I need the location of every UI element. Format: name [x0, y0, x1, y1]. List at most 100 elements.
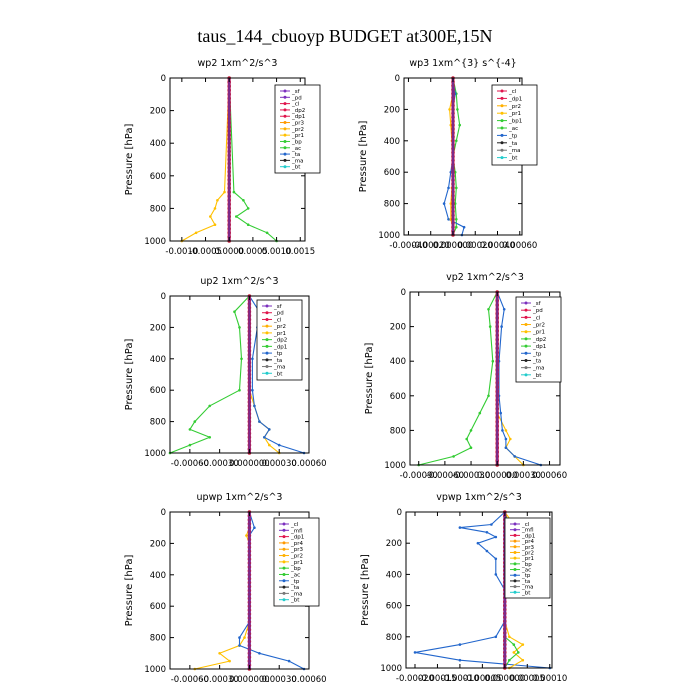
- panel-3: up2 1xm^2/s^3 Pressure [hPa] 0 200 400 600 800…: [124, 276, 327, 469]
- legend-label: _ta: [532, 358, 541, 364]
- y-tick-label: 200: [150, 323, 166, 333]
- y-tick-label: 200: [150, 539, 166, 549]
- legend-marker: [500, 148, 504, 152]
- y-axis-label: Pressure [hPa]: [358, 121, 369, 193]
- x-tick-label: 0.000000: [433, 241, 474, 251]
- y-tick-label: 800: [386, 633, 402, 643]
- legend-marker: [524, 330, 528, 334]
- y-tick-label: 600: [150, 172, 166, 182]
- series-tp-point: [490, 523, 493, 526]
- legend-marker: [283, 89, 287, 93]
- series-tp-point: [458, 658, 462, 662]
- x-tick-label: 0.00030: [262, 459, 297, 469]
- legend-marker: [524, 315, 528, 319]
- x-tick-label: -0.00060: [171, 459, 209, 469]
- legend-marker: [283, 158, 287, 162]
- legend-marker: [524, 351, 528, 355]
- series-tp-point: [413, 651, 417, 654]
- x-tick-label: 0.00030: [262, 675, 297, 685]
- legend-label: _pr3: [521, 545, 535, 551]
- legend-label: _cl: [521, 522, 530, 528]
- series-ac-point: [455, 218, 458, 221]
- legend-marker: [500, 141, 504, 145]
- figure-title: taus_144_cbuoyp BUDGET at300E,15N: [197, 26, 492, 46]
- y-tick-label: 400: [150, 139, 166, 149]
- x-tick-label: -0.00060: [171, 675, 209, 685]
- y-tick-label: 600: [150, 386, 166, 396]
- y-tick-label: 0: [397, 508, 402, 518]
- legend-label: _ac: [290, 572, 300, 578]
- x-tick-label: -0.00020: [412, 241, 450, 251]
- series-ac-point: [508, 658, 511, 662]
- series-tp-point: [462, 225, 466, 229]
- y-axis-label: Pressure [hPa]: [124, 555, 135, 627]
- y-tick-label: 400: [384, 137, 400, 147]
- legend-marker: [265, 344, 269, 348]
- y-tick-label: 600: [386, 602, 402, 612]
- legend-label: _bp1: [508, 119, 522, 125]
- panel-title: wp3 1xm^{3} s^{-4}: [409, 58, 516, 69]
- series-tp-point: [485, 531, 489, 534]
- series-tp-point: [494, 535, 498, 539]
- series-pr1-point: [243, 636, 246, 639]
- series-tp-line: [238, 511, 305, 670]
- y-tick-label: 600: [150, 602, 166, 612]
- legend-marker: [500, 104, 504, 108]
- plot-frame: [405, 511, 553, 669]
- legend-marker: [500, 126, 504, 130]
- panel-title: vpwp 1xm^2/s^3: [436, 492, 522, 503]
- x-tick-label: 0.000000: [477, 471, 518, 481]
- series-tp-point: [504, 437, 508, 441]
- legend-marker: [513, 550, 517, 554]
- panel-6: vpwp 1xm^2/s^3 Pressure [hPa] 0 200 400 600 80…: [360, 492, 567, 684]
- y-tick-label: 1000: [384, 461, 406, 471]
- legend-label: _ac: [291, 146, 301, 152]
- legend-label: _ta: [508, 141, 517, 147]
- series-tp-point: [287, 659, 291, 663]
- legend-label: _mfl: [290, 528, 303, 534]
- series-tp-point: [442, 202, 446, 205]
- legend: _cl_mfl_dp1_pr4_pr3_pr2_pr1_bp_ac_tp_ta_…: [504, 517, 551, 599]
- legend: _cl_dp1 _pr2_pr1 _bp1_ac_tp _ta_ma _bt: [491, 84, 538, 166]
- series-dp1-point: [240, 357, 243, 361]
- series-pr1-point: [213, 223, 217, 226]
- y-tick-label: 1000: [144, 237, 166, 247]
- legend-label: _ta: [273, 358, 282, 364]
- legend-label: _ta: [291, 152, 300, 158]
- series-dp1-point: [208, 436, 211, 439]
- legend-label: _dp1: [290, 535, 304, 541]
- legend-label: _tp: [290, 579, 300, 585]
- legend-marker: [282, 585, 286, 589]
- legend-label: _dp1: [532, 344, 546, 350]
- series-tp-line: [414, 511, 550, 669]
- legend-marker: [283, 165, 287, 169]
- legend-label: _cl: [291, 102, 300, 108]
- legend-marker: [524, 337, 528, 341]
- series-pr1-point: [508, 635, 511, 639]
- legend-marker: [524, 366, 528, 370]
- panel-title: vp2 1xm^2/s^3: [446, 272, 524, 283]
- legend-label: _mfl: [521, 528, 534, 534]
- legend-label: _bt: [532, 373, 542, 379]
- legend-label: _sf: [291, 89, 301, 95]
- legend: _sf_pd_cl_dp2_dp1_pr3_pr2_pr1_bp_ac_ta_m…: [274, 84, 321, 174]
- legend-marker: [283, 127, 287, 131]
- legend-label: _pd: [291, 95, 302, 101]
- legend-label: _ta: [290, 585, 299, 591]
- legend-marker: [513, 528, 517, 532]
- series-tp-point: [238, 636, 241, 639]
- series-bp-line: [228, 77, 277, 242]
- series-ac-point: [512, 643, 516, 646]
- y-tick-label: 800: [150, 204, 166, 214]
- legend-marker: [282, 522, 286, 526]
- series-pr1-point: [509, 437, 512, 441]
- legend-marker: [283, 102, 287, 106]
- x-tick-label: 0.0000: [214, 247, 244, 257]
- legend: _cl_mfl_dp1_pr4_pr3_pr2_pr1_bp_ac_tp_ta_…: [273, 517, 320, 607]
- legend-marker: [524, 323, 528, 327]
- legend-marker: [282, 572, 286, 576]
- series-tp-point: [458, 526, 462, 529]
- legend-marker: [524, 301, 528, 305]
- x-tick-label: 0.0005: [238, 247, 268, 257]
- series-tp-point: [458, 643, 462, 646]
